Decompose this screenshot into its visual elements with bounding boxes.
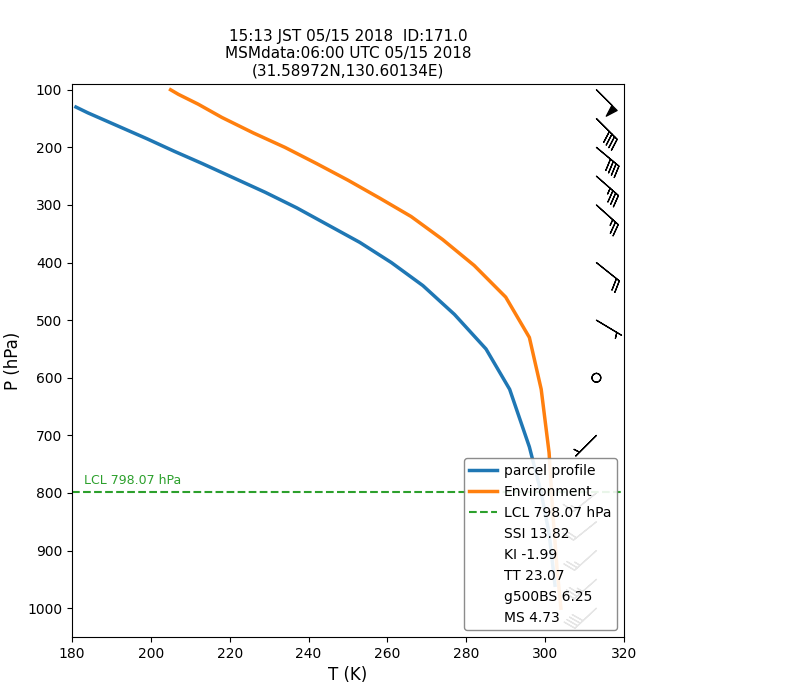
parcel profile [418,281,428,290]
Environment [312,160,322,168]
Line: parcel profile: parcel profile [76,107,555,585]
Legend: parcel profile, Environment, LCL 798.07 hPa, SSI 13.82, KI -1.99, TT 23.07, g500: parcel profile, Environment, LCL 798.07 … [464,458,617,630]
Title: 15:13 JST 05/15 2018  ID:171.0
MSMdata:06:00 UTC 05/15 2018
(31.58972N,130.60134: 15:13 JST 05/15 2018 ID:171.0 MSMdata:06… [225,29,471,78]
Environment [249,129,258,137]
parcel profile [98,116,108,124]
Environment [166,85,175,94]
parcel profile [505,385,514,393]
parcel profile [142,134,152,143]
parcel profile [292,204,302,212]
Environment [406,212,416,220]
parcel profile [548,564,558,572]
parcel profile [118,124,128,132]
parcel profile [229,174,238,182]
Environment [194,100,203,108]
parcel profile [536,489,546,497]
parcel profile [481,345,490,354]
Environment [536,385,546,393]
parcel profile [170,147,179,155]
Text: LCL 798.07 hPa: LCL 798.07 hPa [84,475,181,487]
Environment [501,293,510,301]
parcel profile [386,258,396,267]
Line: Environment: Environment [170,90,561,608]
Environment [280,144,290,152]
parcel profile [355,238,365,246]
Environment [438,235,447,244]
parcel profile [261,188,270,197]
Environment [343,176,353,184]
Environment [544,449,554,457]
X-axis label: T (K): T (K) [328,666,368,685]
Environment [374,194,384,202]
parcel profile [544,529,554,538]
Environment [548,512,558,520]
Environment [174,90,183,99]
parcel profile [525,442,534,451]
parcel profile [198,160,207,168]
parcel profile [83,108,93,117]
Environment [525,333,534,342]
parcel profile [71,103,81,111]
parcel profile [550,581,560,589]
Y-axis label: P (hPa): P (hPa) [3,331,22,390]
parcel profile [323,221,333,230]
Environment [552,564,562,572]
Environment [470,261,479,270]
Environment [217,113,226,122]
parcel profile [450,310,459,319]
Environment [556,604,566,612]
